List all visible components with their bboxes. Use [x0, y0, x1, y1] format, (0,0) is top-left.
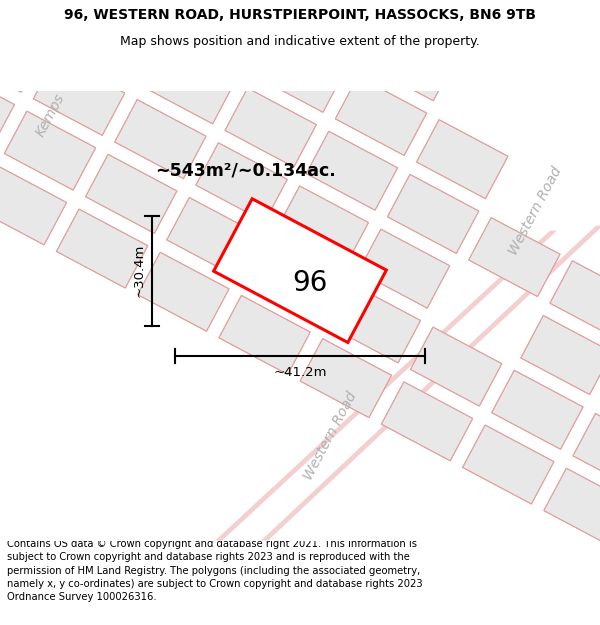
Polygon shape [0, 68, 14, 147]
Polygon shape [306, 131, 398, 210]
Polygon shape [196, 142, 287, 222]
Text: Map shows position and indicative extent of the property.: Map shows position and indicative extent… [120, 35, 480, 48]
Polygon shape [460, 91, 600, 251]
Polygon shape [137, 253, 229, 331]
Polygon shape [550, 261, 600, 340]
Polygon shape [167, 198, 258, 276]
Text: ~543m²/~0.134ac.: ~543m²/~0.134ac. [155, 162, 336, 179]
Polygon shape [358, 229, 450, 308]
Polygon shape [388, 174, 479, 253]
Text: ~41.2m: ~41.2m [273, 366, 327, 379]
Polygon shape [248, 241, 340, 320]
Polygon shape [521, 316, 600, 394]
Polygon shape [463, 425, 554, 504]
Polygon shape [364, 22, 456, 101]
Polygon shape [225, 88, 316, 167]
Polygon shape [573, 414, 600, 492]
Polygon shape [215, 231, 557, 541]
Text: Kemps: Kemps [33, 92, 67, 139]
Polygon shape [335, 76, 427, 156]
Polygon shape [56, 209, 148, 288]
Polygon shape [4, 111, 96, 190]
Polygon shape [219, 296, 310, 374]
Polygon shape [62, 2, 154, 81]
Polygon shape [410, 327, 502, 406]
Text: Contains OS data © Crown copyright and database right 2021. This information is
: Contains OS data © Crown copyright and d… [7, 539, 423, 602]
Polygon shape [329, 284, 421, 363]
Polygon shape [277, 186, 368, 265]
Polygon shape [0, 166, 67, 245]
Polygon shape [254, 33, 346, 112]
Text: 96, WESTERN ROAD, HURSTPIERPOINT, HASSOCKS, BN6 9TB: 96, WESTERN ROAD, HURSTPIERPOINT, HASSOC… [64, 8, 536, 22]
Polygon shape [382, 382, 473, 461]
Polygon shape [300, 339, 392, 418]
Polygon shape [214, 199, 386, 342]
Polygon shape [261, 226, 600, 541]
Polygon shape [491, 370, 583, 449]
Polygon shape [86, 154, 177, 233]
Polygon shape [34, 56, 125, 136]
Text: ~30.4m: ~30.4m [133, 244, 146, 298]
Polygon shape [416, 119, 508, 199]
Polygon shape [0, 13, 44, 92]
Polygon shape [215, 231, 600, 541]
Text: Western Road: Western Road [301, 389, 359, 482]
Polygon shape [144, 45, 235, 124]
Text: Western Road: Western Road [506, 164, 564, 257]
Text: 96: 96 [292, 269, 328, 297]
Polygon shape [115, 99, 206, 179]
Polygon shape [469, 217, 560, 297]
Polygon shape [544, 468, 600, 548]
